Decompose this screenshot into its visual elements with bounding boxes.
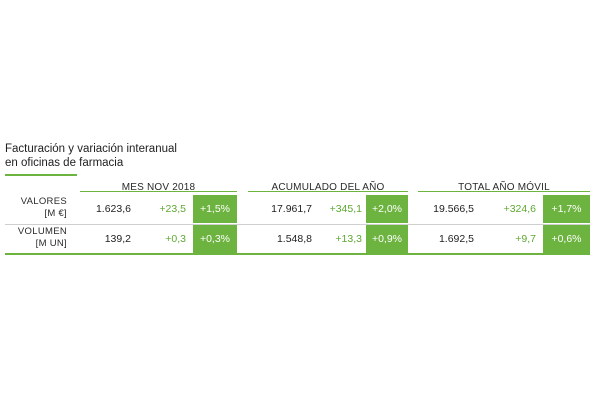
row-label-volumen-line-2: [M UN] [35, 238, 67, 249]
volumen-mes-change: +0,3 [165, 233, 186, 245]
row-label-volumen: VOLUMEN [M UN] [5, 226, 67, 250]
valores-acumulado-value: 17.961,7 [271, 203, 312, 215]
volumen-acumulado-value: 1.548,8 [276, 233, 312, 245]
column-header-acumulado-rule [248, 191, 408, 192]
valores-mes-change: +23,5 [159, 203, 186, 215]
column-header-mes: MES NOV 2018 [121, 182, 196, 193]
volumen-total-pct: +0,6% [543, 225, 590, 253]
valores-mes-value: 1.623,6 [95, 203, 131, 215]
title-underline [5, 174, 77, 176]
row-label-valores-line-2: [M €] [44, 208, 67, 219]
valores-acumulado-change: +345,1 [329, 203, 362, 215]
table-title: Facturación y variación interanual en of… [5, 142, 205, 170]
table-title-line-2: en oficinas de farmacia [5, 157, 124, 169]
volumen-total-change: +9,7 [515, 233, 536, 245]
row-label-valores: VALORES [M €] [5, 196, 67, 220]
valores-total-change: +324,6 [503, 203, 536, 215]
table-title-line-1: Facturación y variación interanual [5, 143, 177, 155]
row-label-valores-line-1: VALORES [20, 196, 67, 207]
valores-mes-pct: +1,5% [193, 195, 237, 223]
column-header-total-movil-rule [418, 191, 590, 192]
row-label-volumen-line-1: VOLUMEN [17, 226, 67, 237]
row-separator [5, 224, 590, 225]
volumen-total-value: 1.692,5 [438, 233, 474, 245]
column-header-acumulado: ACUMULADO DEL AÑO [271, 182, 385, 193]
volumen-acumulado-change: +13,3 [335, 233, 362, 245]
column-header-mes-rule [80, 191, 237, 192]
valores-total-pct: +1,7% [543, 195, 590, 223]
valores-total-value: 19.566,5 [433, 203, 474, 215]
volumen-acumulado-pct: +0,9% [366, 225, 408, 253]
table-bottom-rule [5, 253, 590, 255]
valores-acumulado-pct: +2,0% [366, 195, 408, 223]
column-header-total-movil: TOTAL AÑO MÓVIL [458, 182, 550, 193]
volumen-mes-pct: +0,3% [193, 225, 237, 253]
volumen-mes-value: 139,2 [104, 233, 131, 245]
